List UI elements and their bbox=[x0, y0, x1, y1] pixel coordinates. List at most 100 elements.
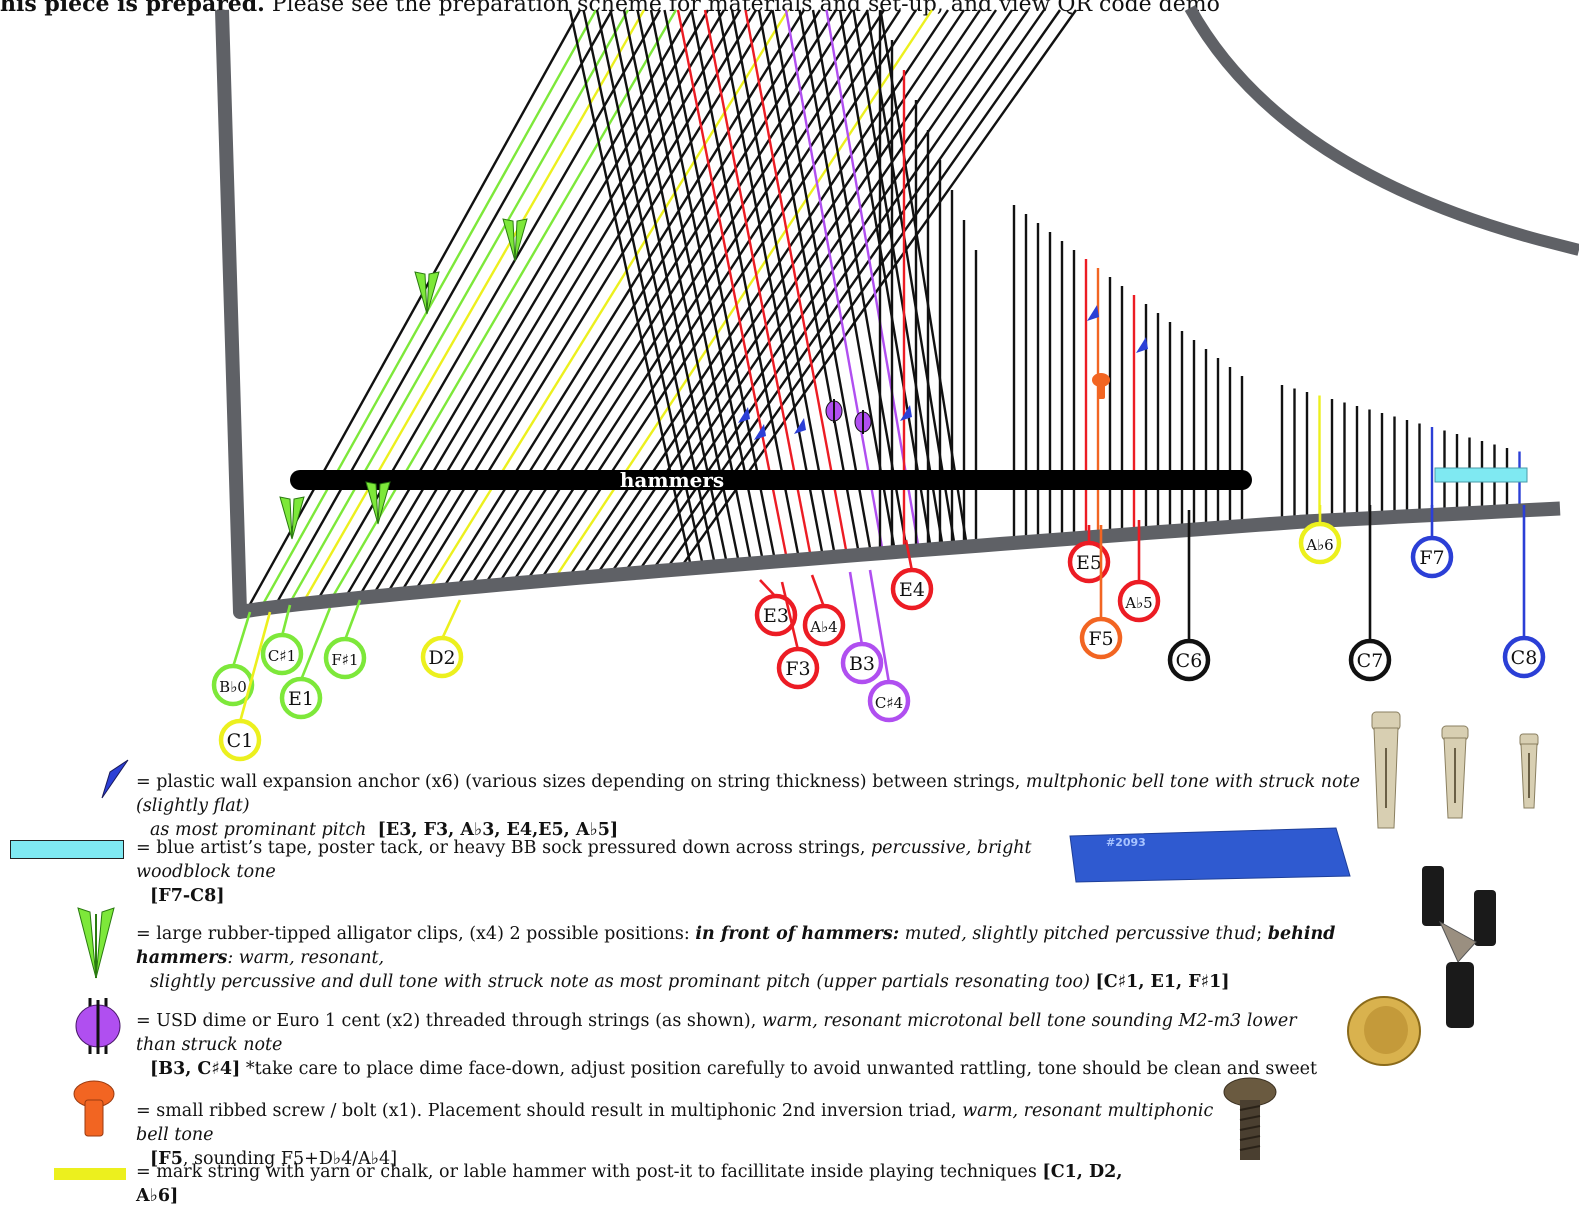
tape-photo-label: #2093 bbox=[1106, 836, 1146, 849]
bass-string bbox=[318, 9, 662, 597]
tenor-string bbox=[744, 9, 848, 551]
note-label: F♯1 bbox=[331, 651, 358, 669]
legend-clip-italic: slightly percussive and dull tone with s… bbox=[150, 972, 1096, 992]
legend-clip-front: in front of hammers: bbox=[695, 924, 900, 944]
note-connector bbox=[343, 599, 362, 641]
note-label: C8 bbox=[1511, 647, 1538, 669]
legend-clip-notes: [C♯1, E1, F♯1] bbox=[1095, 972, 1230, 992]
note-circle bbox=[1117, 579, 1161, 623]
note-circle bbox=[802, 603, 846, 647]
note-circle bbox=[867, 679, 911, 723]
legend-anchor-italic: multphonic bell tone with struck note (s… bbox=[136, 772, 1360, 816]
note-circle bbox=[776, 646, 820, 690]
legend-clip-text: = large rubber-tipped alligator clips, (… bbox=[136, 924, 696, 944]
anchor-icon bbox=[754, 424, 766, 440]
piano-frame-right bbox=[1515, 250, 1560, 270]
clip-icon bbox=[414, 271, 428, 315]
tenor-string bbox=[649, 9, 764, 557]
legend-screw-note: [F5 bbox=[150, 1149, 183, 1169]
note-connector bbox=[280, 604, 292, 637]
bass-string bbox=[304, 9, 646, 599]
legend-screw-text: = small ribbed screw / bolt (x1). Placem… bbox=[136, 1101, 963, 1121]
note-label: C6 bbox=[1176, 650, 1203, 672]
legend-screw-italic: warm, resonant multiphonic bell tone bbox=[136, 1101, 1214, 1145]
screw-legend-icon bbox=[73, 1080, 115, 1137]
piano-frame-curve bbox=[1184, 5, 1579, 256]
legend-tape-italic: percussive, bright woodblock tone bbox=[136, 838, 1032, 882]
clip-icon bbox=[377, 481, 391, 525]
legend-clip-behind: behind hammers bbox=[136, 924, 1336, 968]
note-circle bbox=[1298, 521, 1342, 565]
note-label: E3 bbox=[763, 605, 789, 627]
note-circles-group: B♭0 C♯1 F♯1 E1 C1 D2 E3 A♭4 F3 B3 C♯4 E4 E5 A♭5 F5 C6 A♭… bbox=[211, 505, 1546, 762]
anchor-icon bbox=[794, 418, 806, 434]
legend-tape: = blue artist’s tape, poster tack, or he… bbox=[136, 836, 1076, 908]
anchor-icon bbox=[738, 407, 750, 423]
yarn-legend-icon bbox=[54, 1168, 126, 1180]
legend-dime-note: *take care to place dime face-down, adju… bbox=[240, 1059, 1318, 1079]
legend-clip-front-desc: muted, slightly pitched percussive thud bbox=[899, 924, 1257, 944]
tenor-string bbox=[622, 9, 740, 559]
note-connector bbox=[848, 571, 864, 646]
legend-anchor: = plastic wall expansion anchor (x6) (va… bbox=[136, 770, 1366, 842]
strings-group bbox=[248, 9, 1521, 605]
tenor-string bbox=[636, 9, 752, 558]
dime-legend-icon bbox=[75, 998, 121, 1054]
piano-preparation-diagram: hammers B♭0 C♯1 F♯1 E1 C1 D2 E3 A♭4 F3 B3 C♯4 E4 E5 A… bbox=[211, 5, 1579, 762]
note-label: F5 bbox=[1088, 628, 1113, 650]
note-connector bbox=[299, 607, 332, 681]
legend-clip: = large rubber-tipped alligator clips, (… bbox=[136, 922, 1426, 994]
anchor-icon bbox=[1136, 337, 1148, 353]
note-circle bbox=[1348, 638, 1392, 682]
note-circle bbox=[211, 663, 255, 707]
note-label: F3 bbox=[785, 658, 810, 680]
clip-icon bbox=[365, 481, 379, 525]
screw-shaft bbox=[1097, 383, 1105, 399]
note-label: E4 bbox=[899, 579, 925, 601]
bass-string bbox=[290, 9, 630, 600]
anchor-icon bbox=[1087, 305, 1099, 321]
clip-legend-icon bbox=[77, 907, 115, 979]
legend-anchor-text: = plastic wall expansion anchor (x6) (va… bbox=[136, 772, 1026, 792]
clip-icon bbox=[279, 496, 293, 540]
hammer-bar: hammers bbox=[290, 468, 1252, 492]
header-text: Please see the preparation scheme for ma… bbox=[264, 0, 1220, 17]
tenor-string bbox=[811, 9, 908, 546]
note-circle bbox=[279, 676, 323, 720]
tenor-string bbox=[798, 9, 896, 547]
note-label: A♭4 bbox=[809, 618, 837, 636]
tenor-string bbox=[582, 9, 704, 562]
legend-yarn-text: = mark string with yarn or chalk, or lab… bbox=[136, 1162, 1043, 1182]
note-label: E1 bbox=[288, 688, 314, 710]
legend-tape-text: = blue artist’s tape, poster tack, or he… bbox=[136, 838, 871, 858]
legend-clip-behind-desc: : warm, resonant, bbox=[227, 948, 385, 968]
bass-string bbox=[374, 9, 726, 591]
hammer-rail bbox=[290, 470, 1252, 490]
piano-frame bbox=[215, 9, 1561, 619]
tenor-string bbox=[757, 9, 860, 550]
dime-photo bbox=[1347, 996, 1421, 1066]
tenor-string bbox=[663, 9, 776, 556]
note-circle bbox=[754, 593, 798, 637]
note-circle bbox=[218, 718, 262, 762]
note-label: A♭6 bbox=[1305, 536, 1333, 554]
legend-yarn: = mark string with yarn or chalk, or lab… bbox=[136, 1160, 1136, 1208]
clip-icon bbox=[514, 218, 528, 262]
note-circle bbox=[1167, 638, 1211, 682]
legend-dime: = USD dime or Euro 1 cent (x2) threaded … bbox=[136, 1009, 1336, 1081]
legend-clip-sep: ; bbox=[1256, 924, 1268, 944]
note-circle bbox=[323, 636, 367, 680]
bass-string bbox=[360, 9, 710, 593]
tenor-string bbox=[676, 9, 788, 555]
legend-dime-notes: [B3, C♯4] bbox=[150, 1059, 241, 1079]
note-connector bbox=[780, 581, 800, 651]
legend-screw: = small ribbed screw / bolt (x1). Placem… bbox=[136, 1099, 1216, 1171]
tenor-string bbox=[690, 9, 800, 554]
blue-tape-photo: #2093 bbox=[1069, 827, 1351, 883]
anchor-legend-icon bbox=[101, 759, 129, 799]
note-circle bbox=[420, 635, 464, 679]
clip-icon bbox=[291, 496, 305, 540]
hammers-label: hammers bbox=[620, 468, 724, 492]
note-label: C1 bbox=[227, 730, 254, 752]
note-label: C♯4 bbox=[875, 694, 903, 712]
